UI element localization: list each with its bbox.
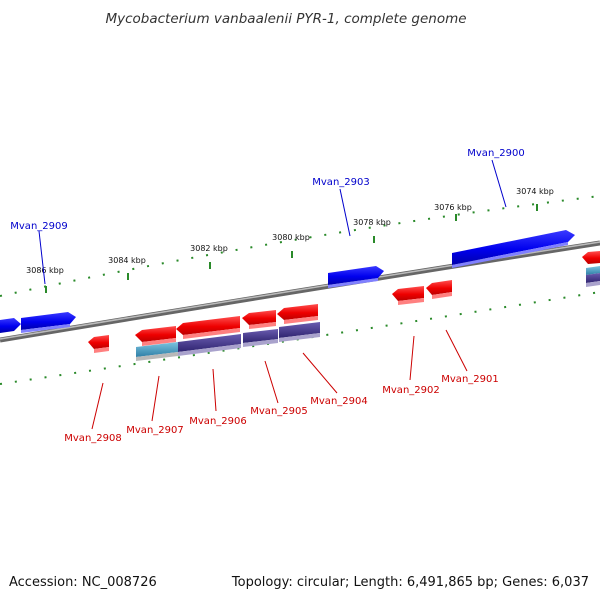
leader-mvan-2906 xyxy=(212,368,217,412)
feature-bar-purple xyxy=(279,322,320,338)
gene-mvan-2902[interactable] xyxy=(392,286,424,305)
leader-mvan-2904 xyxy=(302,352,338,394)
major-ticks xyxy=(45,204,538,293)
leader-mvan-2907 xyxy=(151,375,160,422)
gene-label-mvan-2901[interactable]: Mvan_2901 xyxy=(441,374,498,385)
scale-label: 3076 kbp xyxy=(434,203,472,212)
gene-mvan-2906[interactable] xyxy=(176,316,240,339)
scale-labels: 3074 kbp 3076 kbp 3078 kbp 3080 kbp 3082… xyxy=(26,187,554,275)
gene-mvan-2901[interactable] xyxy=(426,280,452,299)
feature-bar-purple-shadow xyxy=(279,333,320,342)
gene-mvan-2907[interactable] xyxy=(135,326,176,346)
gene-label-mvan-2904[interactable]: Mvan_2904 xyxy=(310,396,367,407)
leader-mvan-2908 xyxy=(91,382,104,430)
feature-bar-cyan-shadow xyxy=(136,352,178,361)
leader-mvan-2900 xyxy=(491,159,507,208)
gene-label-mvan-2907[interactable]: Mvan_2907 xyxy=(126,425,183,436)
gene-left-edge-forward[interactable] xyxy=(0,318,21,333)
scale-label: 3080 kbp xyxy=(272,233,310,242)
scale-label: 3086 kbp xyxy=(26,266,64,275)
gene-mvan-2903[interactable] xyxy=(328,266,384,288)
leader-mvan-2901 xyxy=(445,329,468,372)
scale-label: 3084 kbp xyxy=(108,256,146,265)
gene-label-mvan-2906[interactable]: Mvan_2906 xyxy=(189,416,246,427)
gene-label-mvan-2909[interactable]: Mvan_2909 xyxy=(10,221,67,232)
feature-bar-purple xyxy=(243,329,278,343)
feature-bar-purple-shadow xyxy=(178,344,241,356)
leader-mvan-2903 xyxy=(339,188,351,237)
genome-stats-text: Topology: circular; Length: 6,491,865 bp… xyxy=(231,575,589,590)
gene-mvan-2908[interactable] xyxy=(88,335,109,353)
gene-label-mvan-2902[interactable]: Mvan_2902 xyxy=(382,385,439,396)
scale-label: 3078 kbp xyxy=(353,218,391,227)
forward-genes xyxy=(0,230,575,333)
feature-bar-purple xyxy=(178,334,241,352)
gene-label-mvan-2905[interactable]: Mvan_2905 xyxy=(250,406,307,417)
feature-bar-cyan-right xyxy=(586,266,600,275)
genome-title: Mycobacterium vanbaalenii PYR-1, complet… xyxy=(105,11,466,27)
leader-mvan-2902 xyxy=(409,335,415,381)
reverse-gene-labels: Mvan_2901 Mvan_2902 Mvan_2904 Mvan_2905 … xyxy=(64,374,498,444)
gene-label-mvan-2903[interactable]: Mvan_2903 xyxy=(312,177,369,188)
genome-backbone xyxy=(0,240,600,343)
gene-label-mvan-2908[interactable]: Mvan_2908 xyxy=(64,433,121,444)
gene-mvan-2904[interactable] xyxy=(277,304,318,324)
gene-mvan-2905[interactable] xyxy=(242,310,276,329)
reverse-genes xyxy=(88,251,600,353)
feature-bar-purple-right xyxy=(586,273,600,283)
feature-bars xyxy=(136,266,600,361)
leader-mvan-2905 xyxy=(264,360,279,404)
scale-label: 3074 kbp xyxy=(516,187,554,196)
feature-bar-purple-right-shadow xyxy=(586,281,600,287)
gene-label-mvan-2900[interactable]: Mvan_2900 xyxy=(467,148,524,159)
forward-gene-labels: Mvan_2900 Mvan_2903 Mvan_2909 xyxy=(10,148,524,232)
forward-leaders xyxy=(38,159,507,285)
gene-mvan-2900[interactable] xyxy=(452,230,575,268)
gene-right-edge-reverse[interactable] xyxy=(582,251,600,264)
feature-bar-purple-shadow xyxy=(243,339,278,347)
scale-label: 3082 kbp xyxy=(190,244,228,253)
gene-mvan-2909[interactable] xyxy=(21,312,76,333)
accession-text: Accession: NC_008726 xyxy=(9,575,157,590)
reverse-leaders xyxy=(91,329,468,430)
leader-mvan-2909 xyxy=(38,230,46,285)
